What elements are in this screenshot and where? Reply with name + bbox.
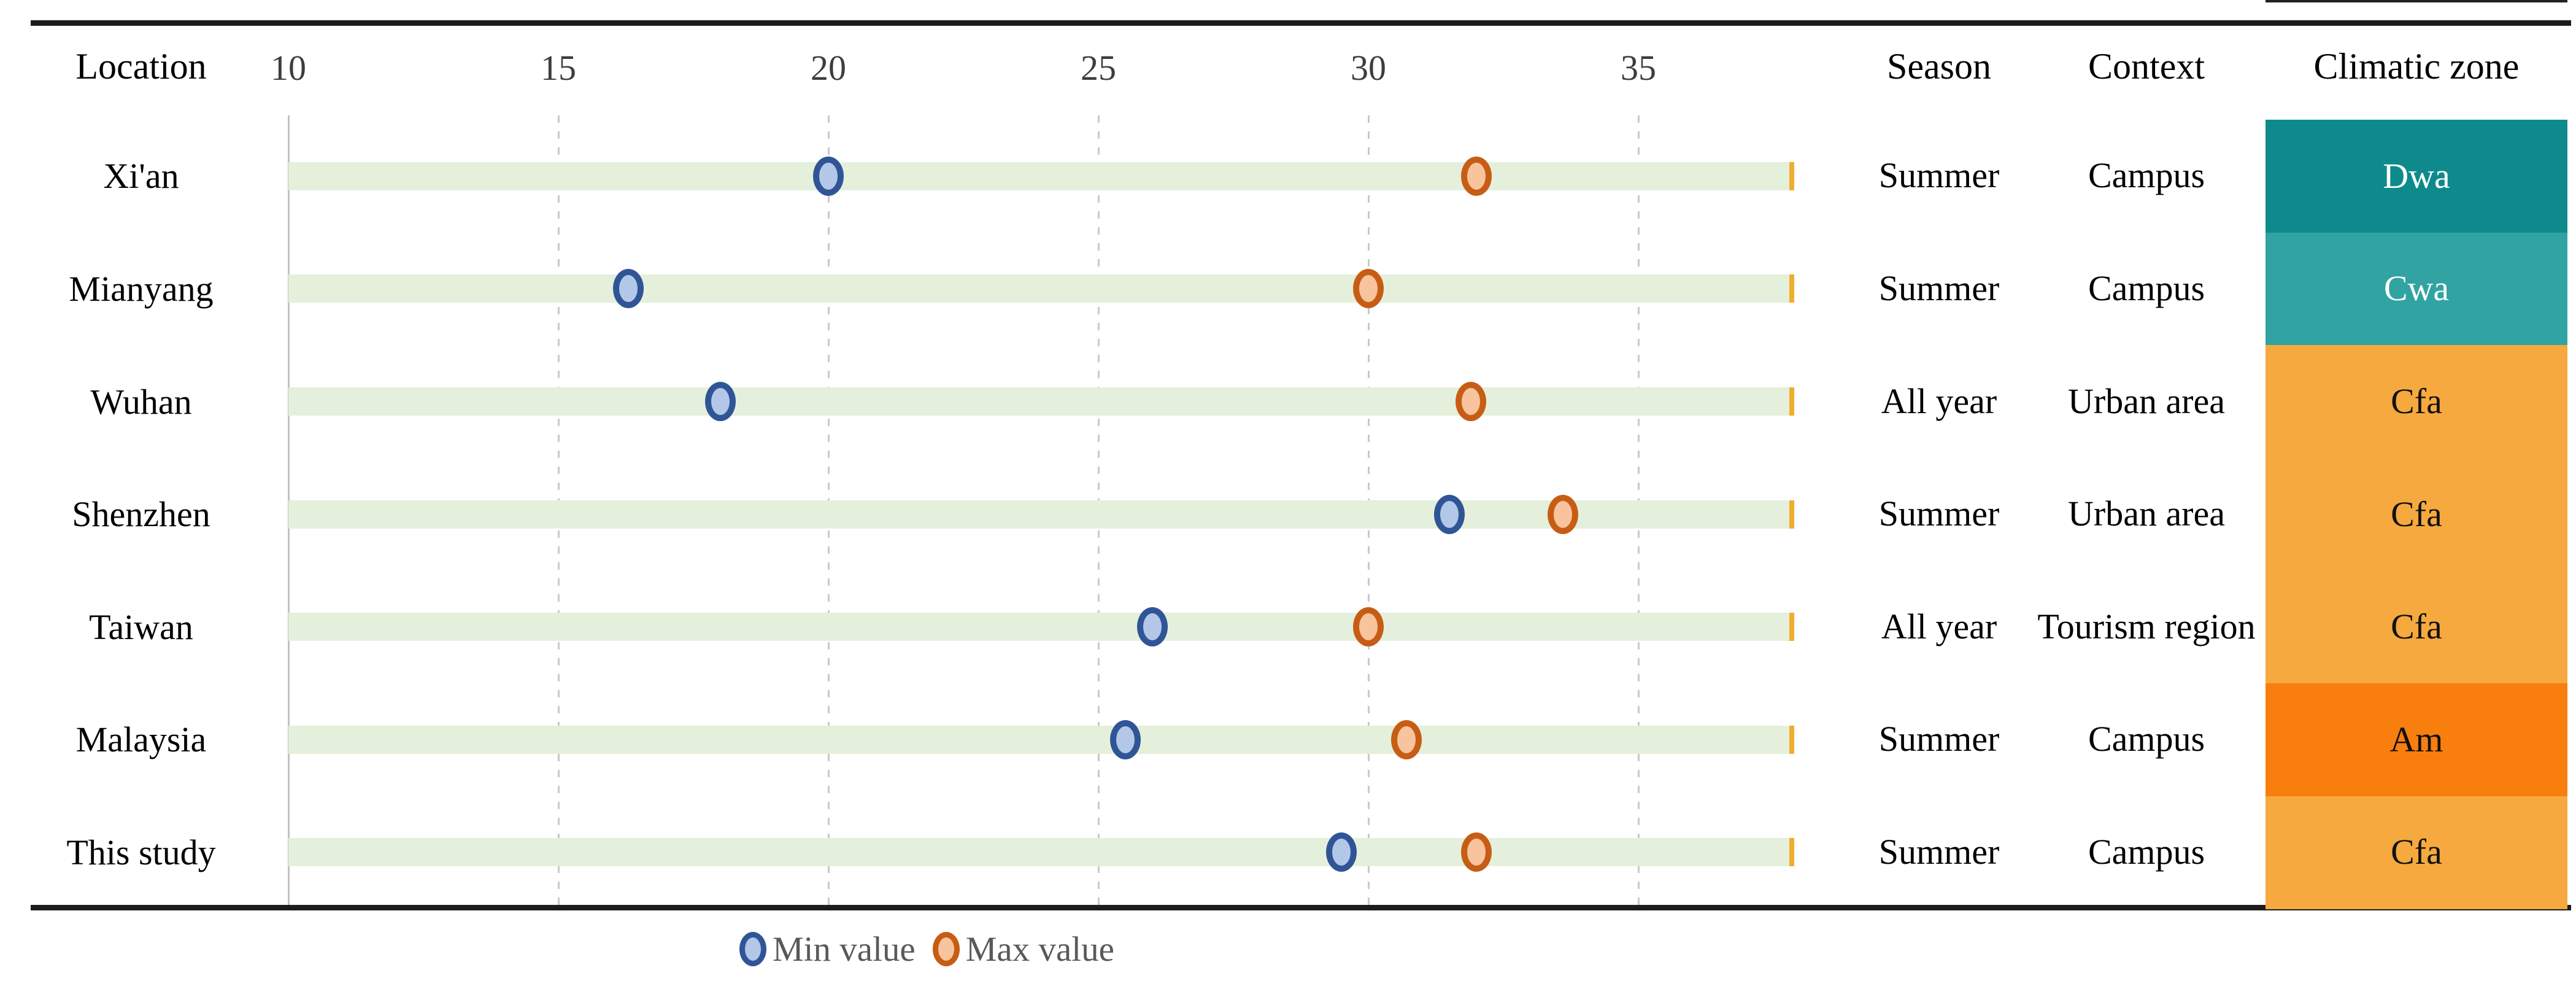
context-cell: Urban area <box>2068 381 2225 421</box>
context-cell: Urban area <box>2068 494 2225 534</box>
legend-label-min: Min value <box>773 929 916 969</box>
season-cell: Summer <box>1878 494 2000 534</box>
climatic-zone-cell: Cfa <box>2266 570 2567 684</box>
climatic-zone-cell: Dwa <box>2266 120 2567 233</box>
context-cell: Campus <box>2088 832 2205 872</box>
column-header-season: Season <box>1887 45 1991 87</box>
top-border-rule <box>31 20 2571 26</box>
legend-item-max: Max value <box>932 929 1114 969</box>
band-end-tick <box>1789 387 1794 416</box>
context-cell: Campus <box>2088 155 2205 196</box>
max-value-marker <box>1353 269 1384 309</box>
legend-label-max: Max value <box>965 929 1114 969</box>
climatic-zone-cell: Cfa <box>2266 457 2567 571</box>
band-end-tick <box>1789 161 1794 190</box>
row-range-band <box>288 500 1789 529</box>
x-tick-label-20: 20 <box>811 47 846 88</box>
climatic-zone-cell: Cfa <box>2266 796 2567 909</box>
season-cell: Summer <box>1878 268 2000 309</box>
x-tick-label-25: 25 <box>1081 47 1116 88</box>
row-range-band <box>288 161 1789 190</box>
min-value-marker <box>613 269 644 309</box>
season-cell: Summer <box>1878 155 2000 196</box>
context-cell: Tourism region <box>2037 606 2256 646</box>
max-value-marker <box>1353 607 1384 647</box>
row-range-band <box>288 838 1789 867</box>
column-header-location: Location <box>75 45 207 87</box>
max-value-marker <box>1547 494 1578 534</box>
x-tick-label-35: 35 <box>1621 47 1656 88</box>
climatic-zone-cell: Cfa <box>2266 345 2567 459</box>
max-value-marker <box>1461 832 1492 872</box>
min-value-marker <box>705 382 736 421</box>
max-value-marker <box>1461 156 1492 196</box>
season-cell: All year <box>1881 606 1997 646</box>
column-header-climatic-zone: Climatic zone <box>2313 45 2520 87</box>
x-tick-label-30: 30 <box>1351 47 1386 88</box>
season-cell: Summer <box>1878 832 2000 872</box>
row-label-location: Shenzhen <box>72 494 210 535</box>
max-value-marker <box>1390 719 1422 759</box>
season-cell: All year <box>1881 381 1997 421</box>
max-value-marker-icon <box>932 932 960 966</box>
climatic-zone-cell: Am <box>2266 683 2567 797</box>
min-value-marker-icon <box>739 932 766 966</box>
row-label-location: Wuhan <box>90 381 192 422</box>
row-range-band <box>288 725 1789 754</box>
max-value-marker <box>1456 382 1487 421</box>
row-label-location: Taiwan <box>89 607 193 647</box>
min-value-marker <box>813 156 844 196</box>
context-cell: Campus <box>2088 719 2205 759</box>
context-cell: Campus <box>2088 268 2205 309</box>
row-range-band <box>288 274 1789 303</box>
band-end-tick <box>1789 725 1794 754</box>
column-header-context: Context <box>2088 45 2205 87</box>
legend: Min value Max value <box>739 920 1132 979</box>
row-label-location: This study <box>66 832 216 872</box>
row-label-location: Malaysia <box>75 719 207 760</box>
row-label-location: Mianyang <box>69 268 214 309</box>
season-cell: Summer <box>1878 719 2000 759</box>
row-range-band <box>288 613 1789 642</box>
min-value-marker <box>1434 494 1465 534</box>
x-tick-label-15: 15 <box>541 47 576 88</box>
band-end-tick <box>1789 274 1794 303</box>
min-value-marker <box>1326 832 1357 872</box>
climatic-zone-cell: Cwa <box>2266 232 2567 346</box>
row-range-band <box>288 387 1789 416</box>
band-end-tick <box>1789 500 1794 529</box>
min-value-marker <box>1137 607 1168 647</box>
min-value-marker <box>1110 719 1141 759</box>
row-label-location: Xi'an <box>103 156 179 196</box>
climatic-zone-column-top-border <box>2266 0 2567 2</box>
band-end-tick <box>1789 838 1794 867</box>
bottom-border-rule <box>31 905 2571 910</box>
x-tick-label-10: 10 <box>271 47 306 88</box>
legend-item-min: Min value <box>739 929 916 969</box>
band-end-tick <box>1789 613 1794 642</box>
